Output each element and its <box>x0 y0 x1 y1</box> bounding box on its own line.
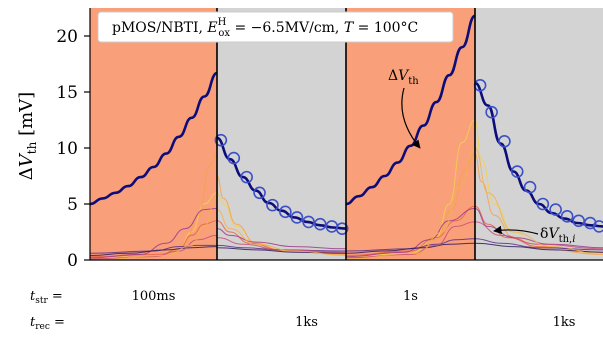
single-trace-line <box>345 238 476 252</box>
single-trace-line <box>345 119 476 258</box>
phase-labels: 100ms 1ks 1s 1ks <box>132 289 576 330</box>
phase-background-stress <box>90 8 217 260</box>
marker-point <box>536 197 550 211</box>
y-tick-label: 5 <box>67 195 78 215</box>
single-trace-line <box>90 194 218 260</box>
single-trace-line <box>345 147 476 260</box>
single-trace-line <box>216 228 347 250</box>
marker-point <box>290 211 304 224</box>
single-trace-line <box>474 242 603 253</box>
marker-point <box>335 222 349 235</box>
marker-point <box>510 165 524 178</box>
phase-dividers <box>216 8 476 260</box>
phase-label-recovery: 1ks <box>295 315 318 330</box>
marker-point <box>560 210 574 223</box>
marker-point <box>227 151 241 165</box>
single-trace-line <box>90 220 218 258</box>
title-box: pMOS/NBTI, EH ox = −6.5MV/cm, T = 100°C <box>97 11 454 43</box>
phase-background-recovery <box>217 8 346 260</box>
mean-trace-line <box>90 71 218 206</box>
single-trace-line <box>90 244 217 254</box>
annotation-single-label: δVth,i <box>540 226 575 245</box>
phase-label-stress: 100ms <box>132 289 176 304</box>
marker-point <box>485 105 498 119</box>
y-tick-label: 0 <box>67 251 78 271</box>
single-trace-line <box>90 246 218 256</box>
single-trace-line <box>474 153 603 255</box>
y-axis-label: ΔVth [mV] <box>16 92 39 180</box>
marker-point <box>572 214 585 228</box>
mean-trace-line <box>345 14 476 206</box>
mean-trace-line <box>474 81 603 228</box>
single-trace-line <box>216 244 347 252</box>
annotation-mean-label: ΔVth <box>388 68 419 87</box>
row-label-rec: trec = <box>30 315 65 332</box>
phase-label-recovery: 1ks <box>553 315 576 330</box>
phase-backgrounds <box>90 8 603 260</box>
single-trace-line <box>216 209 347 256</box>
marker-point <box>313 217 327 231</box>
marker-point <box>549 203 562 216</box>
marker-point <box>592 220 603 233</box>
single-trace-line <box>474 221 603 250</box>
marker-point <box>279 205 292 219</box>
y-ticks: 0 5 10 15 20 <box>56 27 90 271</box>
marker-points <box>214 78 603 235</box>
mean-traces <box>90 14 603 230</box>
annotation-mean-arrow <box>401 87 421 149</box>
single-trace-line <box>345 205 476 256</box>
marker-point <box>523 180 537 194</box>
row-label-str: tstr = <box>30 289 63 306</box>
phase-label-stress: 1s <box>403 289 418 304</box>
annotation-single-arrow <box>493 225 539 235</box>
single-trace-line <box>216 237 347 253</box>
chart-title: pMOS/NBTI, EH ox = −6.5MV/cm, T = 100°C <box>112 17 418 39</box>
annotation-single: δVth,i <box>493 225 575 245</box>
annotation-mean: ΔVth <box>388 68 421 149</box>
marker-point <box>253 186 266 200</box>
marker-point <box>214 133 228 147</box>
single-trace-line <box>345 208 476 258</box>
single-trap-traces <box>90 119 603 260</box>
single-trace-line <box>474 147 603 255</box>
mean-trace-line <box>216 136 347 230</box>
marker-point <box>266 198 279 212</box>
y-tick-label: 20 <box>56 27 78 47</box>
marker-point <box>498 134 511 148</box>
single-trace-line <box>345 242 476 254</box>
marker-point <box>302 215 315 229</box>
y-tick-label: 15 <box>56 83 78 103</box>
axes <box>89 8 603 261</box>
single-trace-line <box>90 208 218 259</box>
y-tick-label: 10 <box>56 139 78 159</box>
marker-point <box>240 170 253 184</box>
